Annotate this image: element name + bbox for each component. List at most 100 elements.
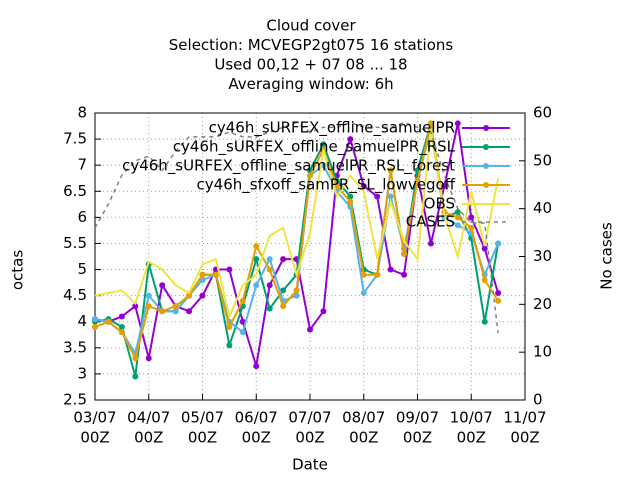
point xyxy=(199,292,206,299)
y-tick-label: 8 xyxy=(77,104,87,122)
point xyxy=(454,209,461,216)
x-tick-label: 00Z xyxy=(134,429,163,447)
point xyxy=(347,198,354,205)
point xyxy=(387,167,394,174)
x-tick-label: 06/07 xyxy=(235,409,278,427)
point xyxy=(387,193,394,200)
series-line xyxy=(94,128,500,320)
point xyxy=(307,326,313,333)
point xyxy=(320,308,327,315)
y2-tick-label: 10 xyxy=(533,343,552,361)
point xyxy=(401,250,408,257)
point xyxy=(481,276,488,283)
x-tick-label: 00Z xyxy=(457,429,486,447)
x-axis-label: Date xyxy=(292,456,328,474)
point xyxy=(253,282,260,289)
point xyxy=(239,297,246,304)
point xyxy=(132,355,139,362)
point xyxy=(253,256,260,263)
legend-label: cy46h_sURFEX_offline_samuelPR xyxy=(209,119,455,138)
x-tick-label: 00Z xyxy=(295,429,324,447)
x-tick-label: 03/07 xyxy=(73,409,116,427)
x-tick-label: 00Z xyxy=(510,429,539,447)
x-tick-label: 00Z xyxy=(80,429,109,447)
point xyxy=(266,256,273,263)
point xyxy=(441,183,448,190)
y-tick-label: 6.5 xyxy=(63,182,87,200)
point xyxy=(145,355,152,362)
chart-title: Selection: MCVEGP2gt075 16 stations xyxy=(169,36,454,54)
y-tick-label: 3 xyxy=(77,364,87,382)
point xyxy=(118,329,125,336)
point xyxy=(333,183,340,190)
x-tick-label: 09/07 xyxy=(396,409,439,427)
point xyxy=(495,297,502,304)
point xyxy=(266,266,273,273)
y2-tick-label: 40 xyxy=(533,199,552,217)
point xyxy=(454,222,461,229)
point xyxy=(307,172,313,179)
point xyxy=(454,214,461,221)
point xyxy=(266,282,273,289)
point xyxy=(468,224,475,231)
point xyxy=(481,245,488,252)
point xyxy=(172,308,179,315)
point xyxy=(280,287,287,294)
point xyxy=(132,303,139,310)
point xyxy=(199,271,206,278)
y-axis-label: octas xyxy=(9,250,27,290)
y-tick-label: 5 xyxy=(77,260,87,278)
y2-tick-label: 60 xyxy=(533,104,552,122)
point xyxy=(374,193,381,200)
point xyxy=(347,193,354,200)
point xyxy=(186,292,193,299)
y2-tick-label: 50 xyxy=(533,151,552,169)
point xyxy=(145,303,152,310)
legend-marker xyxy=(483,163,489,169)
point xyxy=(92,316,98,323)
point xyxy=(468,214,475,221)
point xyxy=(226,342,233,349)
x-tick-label: 11/07 xyxy=(503,409,546,427)
point xyxy=(360,183,367,190)
point xyxy=(495,240,502,247)
point xyxy=(159,308,166,315)
point xyxy=(186,308,193,315)
chart-title: Used 00,12 + 07 08 ... 18 xyxy=(214,56,407,74)
point xyxy=(212,271,219,278)
point xyxy=(280,256,287,263)
y2-tick-label: 0 xyxy=(533,391,543,409)
legend-marker xyxy=(483,182,489,188)
y2-tick-label: 20 xyxy=(533,295,552,313)
y-tick-label: 4.5 xyxy=(63,286,87,304)
x-tick-label: 00Z xyxy=(349,429,378,447)
y-tick-label: 5.5 xyxy=(63,234,87,252)
point xyxy=(293,292,300,299)
x-tick-label: 00Z xyxy=(403,429,432,447)
point xyxy=(293,287,300,294)
point xyxy=(374,271,381,278)
legend-label: OBS xyxy=(424,195,455,213)
point xyxy=(280,303,287,310)
chart-title: Cloud cover xyxy=(266,17,356,35)
point xyxy=(118,323,125,330)
legend-marker xyxy=(483,144,489,150)
chart-title: Averaging window: 6h xyxy=(228,75,393,93)
point xyxy=(360,271,367,278)
legend-marker xyxy=(483,125,489,131)
point xyxy=(347,136,354,143)
point xyxy=(266,305,273,312)
legend-label: cy46h_sURFEX_offline_samuelPR_RSL_forest xyxy=(122,157,455,176)
point xyxy=(253,243,260,250)
point xyxy=(427,120,434,127)
x-tick-label: 08/07 xyxy=(342,409,385,427)
legend-label: CASES xyxy=(406,213,455,231)
point xyxy=(387,266,394,273)
x-tick-label: 10/07 xyxy=(450,409,493,427)
y-tick-label: 6 xyxy=(77,208,87,226)
x-tick-label: 07/07 xyxy=(288,409,331,427)
point xyxy=(92,323,98,330)
point xyxy=(226,323,233,330)
point xyxy=(159,282,166,289)
point xyxy=(401,271,408,278)
